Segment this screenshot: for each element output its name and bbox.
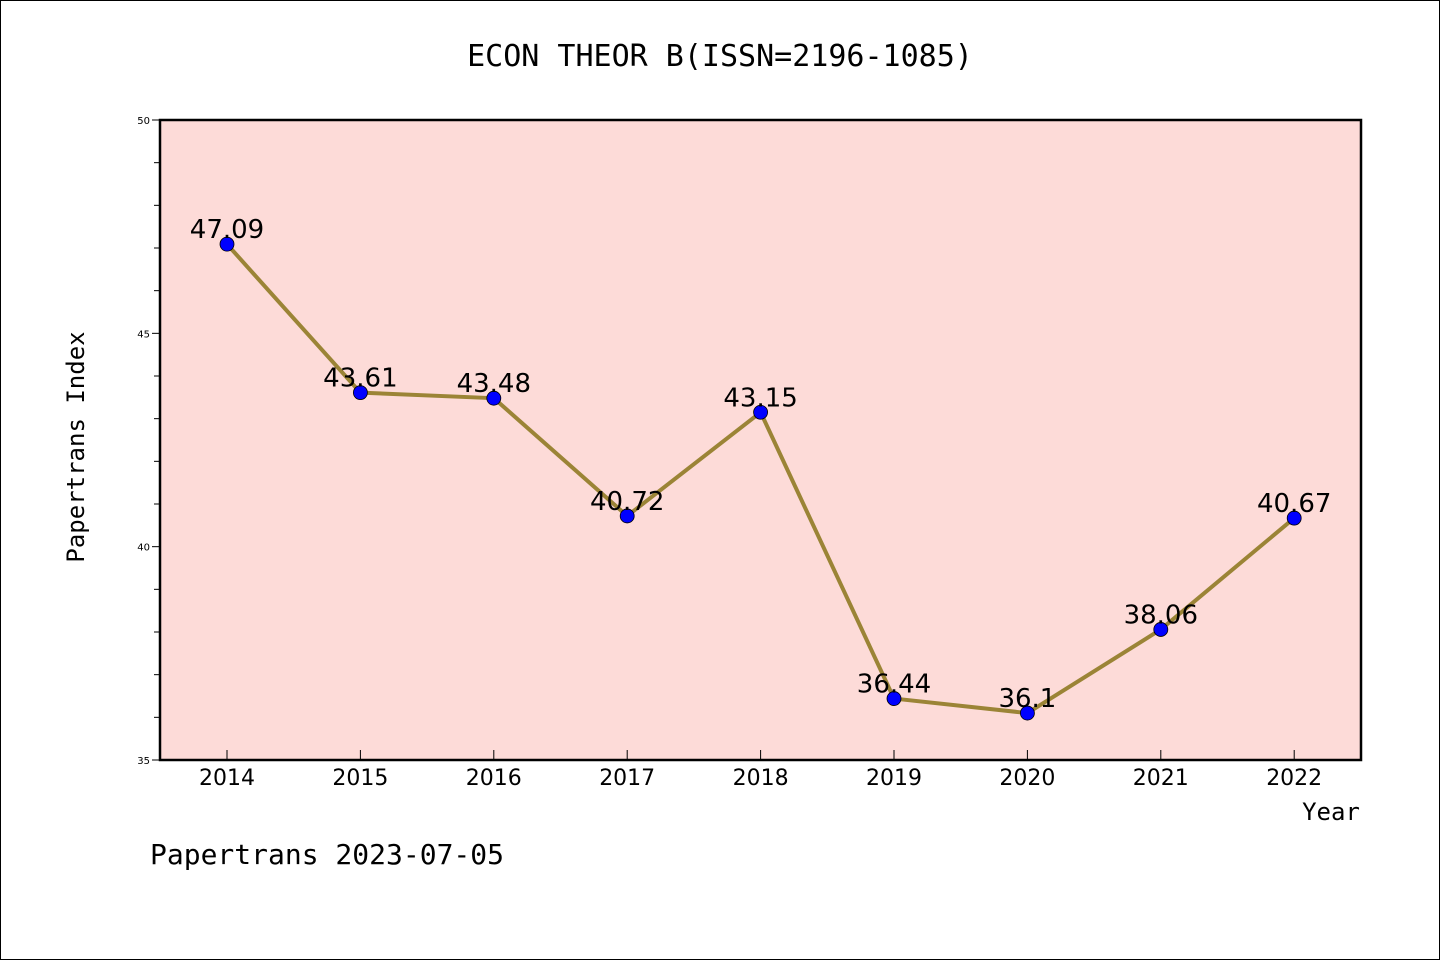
data-point [486,390,502,406]
data-label: 43.48 [457,369,531,399]
x-tick-label: 2015 [332,766,388,791]
y-tick-label: 50 [137,116,150,127]
data-label: 47.09 [190,215,264,245]
data-point [1153,622,1169,637]
chart-title: ECON THEOR B(ISSN=2196-1085) [467,39,973,74]
data-labels-layer: 47.09 43.61 43.48 40.72 43.15 36.44 36.1 38.06 4… [190,215,1332,714]
x-tick-label: 2022 [1266,766,1322,791]
data-label: 43.15 [723,383,797,413]
data-label: 40.67 [1257,489,1331,519]
footer-text: Papertrans 2023-07-05 [150,838,504,871]
x-tick-label: 2020 [999,766,1055,791]
data-point [1020,705,1035,721]
x-tick-label: 2019 [866,766,922,791]
x-tick-label: 2014 [199,766,255,791]
x-axis-label: Year [1302,798,1360,826]
x-tick-label: 2021 [1133,766,1189,791]
data-label: 36.44 [857,670,931,700]
x-axis-ticks: 2014 2015 2016 2017 2018 2019 2020 2021 2022 [199,750,1322,791]
x-tick-label: 2017 [599,766,655,791]
data-label: 38.06 [1124,600,1198,630]
data-point [352,385,368,401]
data-point [753,404,768,420]
plot-area [160,120,1361,760]
data-point [886,691,902,706]
y-axis-ticks: 35 40 45 50 [137,116,160,767]
x-tick-label: 2018 [733,766,789,791]
data-label: 43.61 [323,364,397,394]
data-point [1286,510,1302,526]
data-label: 36.1 [998,684,1056,714]
data-label: 40.72 [590,487,664,517]
y-tick-label: 35 [137,756,150,767]
x-tick-label: 2016 [466,766,522,791]
plot-border [158,118,1363,762]
y-tick-label: 40 [137,543,150,554]
series-layer [219,236,1302,721]
y-tick-label: 45 [137,329,150,340]
y-axis-label: Papertrans Index [62,331,90,562]
data-point [219,236,235,252]
data-point [619,508,635,524]
